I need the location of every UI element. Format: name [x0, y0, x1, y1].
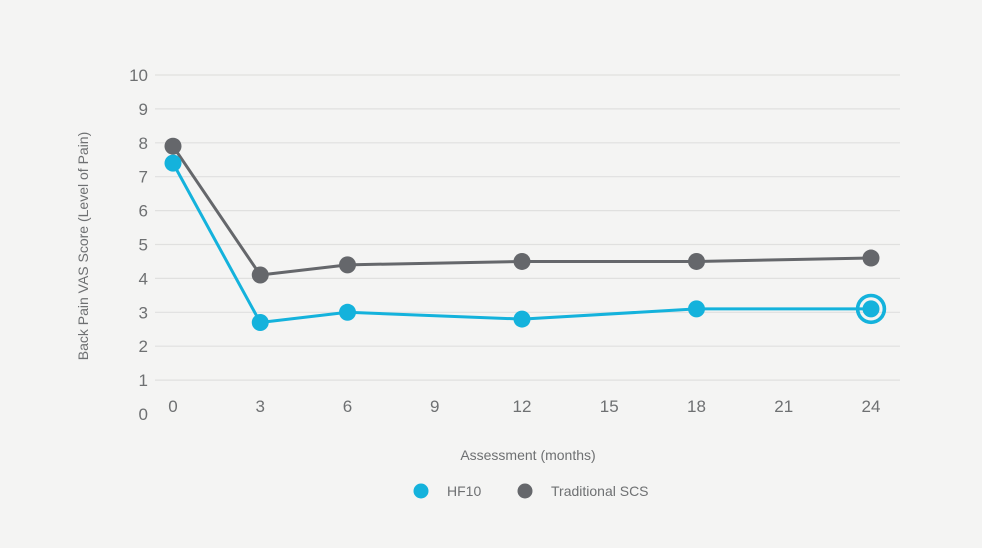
gridlines	[155, 74, 900, 381]
y-tick-label-2: 2	[139, 337, 148, 356]
y-tick-label-6: 6	[139, 202, 148, 221]
legend: HF10 Traditional SCS	[413, 483, 649, 499]
legend-label-traditional-scs: Traditional SCS	[551, 483, 649, 499]
legend-swatch-traditional-scs	[517, 483, 533, 499]
traditional-scs-point-month-0[interactable]	[164, 137, 182, 155]
x-axis-tick-labels: 0 3 6 9 12 15 18 21 24	[168, 397, 880, 416]
x-tick-label-12: 12	[513, 397, 532, 416]
traditional-scs-line	[171, 144, 873, 277]
hf10-point-month-12[interactable]	[513, 310, 531, 328]
legend-swatch-hf10	[413, 483, 429, 499]
x-tick-label-0: 0	[168, 397, 177, 416]
traditional-scs-point-month-6[interactable]	[339, 256, 356, 274]
y-tick-label-7: 7	[139, 168, 148, 187]
traditional-scs-point-month-12[interactable]	[513, 252, 531, 270]
x-tick-label-15: 15	[600, 397, 619, 416]
y-tick-label-1: 1	[139, 371, 148, 390]
traditional-scs-point-month-3[interactable]	[251, 266, 269, 284]
y-tick-label-9: 9	[139, 100, 148, 119]
y-tick-label-10: 10	[129, 66, 148, 85]
x-tick-label-9: 9	[430, 397, 439, 416]
highlighted-point-ring	[855, 293, 887, 325]
x-tick-label-6: 6	[343, 397, 352, 416]
x-tick-label-21: 21	[774, 397, 793, 416]
traditional-scs-point-month-18[interactable]	[688, 252, 705, 270]
series-layer	[164, 137, 887, 331]
x-tick-label-3: 3	[256, 397, 265, 416]
legend-label-hf10: HF10	[447, 483, 481, 499]
hf10-point-month-6[interactable]	[339, 303, 356, 321]
y-tick-label-8: 8	[139, 134, 148, 153]
y-tick-label-4: 4	[139, 269, 148, 288]
hf10-line	[171, 161, 873, 324]
hf10-point-month-18[interactable]	[688, 300, 705, 318]
x-axis-title: Assessment (months)	[460, 447, 595, 463]
traditional-scs-point-month-24[interactable]	[862, 249, 880, 267]
y-axis-title: Back Pain VAS Score (Level of Pain)	[75, 132, 91, 361]
hf10-point-month-0[interactable]	[164, 154, 182, 172]
hf10-point-month-3[interactable]	[251, 313, 269, 331]
hf10-point-month-24[interactable]	[862, 300, 880, 318]
y-tick-label-3: 3	[139, 303, 148, 322]
x-tick-label-18: 18	[687, 397, 706, 416]
x-tick-label-24: 24	[862, 397, 881, 416]
y-tick-label-5: 5	[139, 236, 148, 255]
y-tick-label-0: 0	[139, 405, 148, 424]
